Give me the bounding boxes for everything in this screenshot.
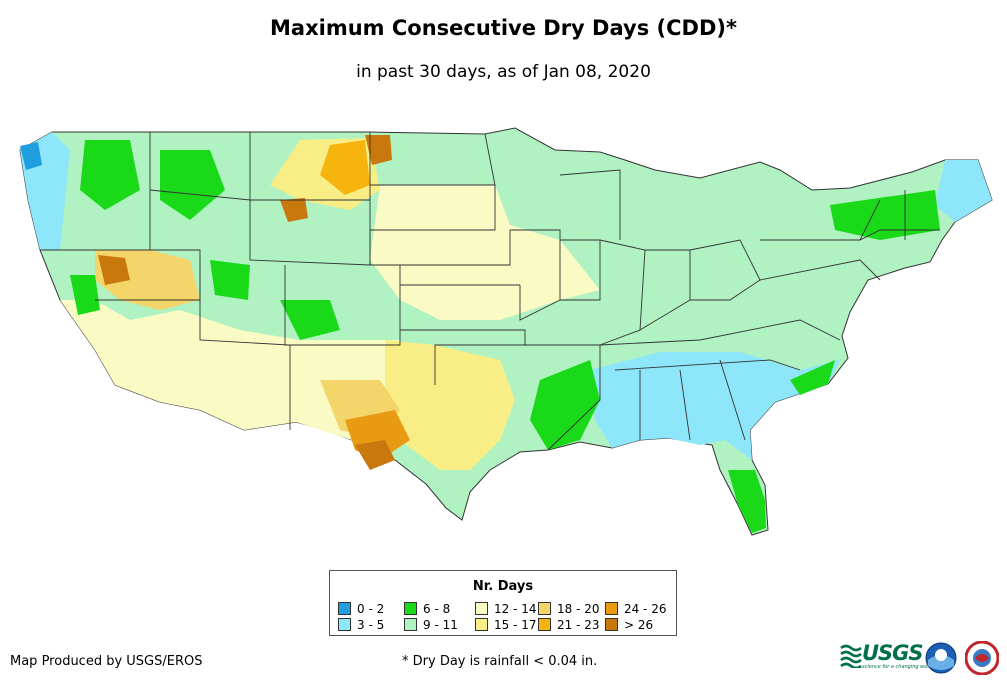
region-3-5-ne	[935, 160, 992, 222]
legend-item: > 26	[605, 618, 653, 632]
producer-credit: Map Produced by USGS/EROS	[10, 654, 203, 669]
legend-swatch	[605, 602, 618, 615]
region-gt26-nv	[98, 255, 130, 285]
legend-item: 12 - 14	[475, 602, 537, 616]
legend-swatch	[538, 618, 551, 631]
region-3-5	[590, 352, 840, 460]
legend-swatch	[605, 618, 618, 631]
region-gt26-wy	[280, 198, 308, 222]
dry-day-footnote: * Dry Day is rainfall < 0.04 in.	[402, 654, 598, 669]
legend-swatch	[538, 602, 551, 615]
region-6-8-carolina	[790, 360, 835, 395]
region-6-8-west-3	[280, 300, 340, 340]
noaa-logo-icon	[925, 642, 957, 674]
legend-box: Nr. Days 0 - 2 3 - 5 6 - 8 9 - 11 12 - 1…	[329, 570, 677, 636]
legend-swatch	[404, 618, 417, 631]
region-6-8-west-4	[70, 275, 100, 315]
map-subtitle: in past 30 days, as of Jan 08, 2020	[356, 62, 651, 82]
map-title: Maximum Consecutive Dry Days (CDD)*	[270, 16, 737, 40]
usgs-logo-icon	[840, 644, 862, 668]
legend-swatch	[475, 602, 488, 615]
legend-item: 9 - 11	[404, 618, 458, 632]
legend-item: 6 - 8	[404, 602, 450, 616]
us-cdd-map	[19, 127, 993, 536]
legend-swatch	[404, 602, 417, 615]
legend-item: 0 - 2	[338, 602, 384, 616]
legend-item: 3 - 5	[338, 618, 384, 632]
region-6-8-west-5	[210, 260, 250, 300]
legend-swatch	[338, 602, 351, 615]
region-21-23	[320, 140, 370, 195]
region-gt26	[355, 440, 395, 470]
legend-item: 18 - 20	[538, 602, 600, 616]
region-gt26-mt	[365, 135, 392, 165]
legend-swatch	[475, 618, 488, 631]
legend-swatch	[338, 618, 351, 631]
state-boundaries	[40, 132, 940, 451]
region-15-17	[385, 340, 515, 470]
legend-item: 24 - 26	[605, 602, 667, 616]
region-6-8-west-1	[80, 140, 140, 210]
legend-item: 21 - 23	[538, 618, 600, 632]
legend-item: 15 - 17	[475, 618, 537, 632]
region-12-14-plains	[370, 185, 600, 320]
region-0-2	[20, 142, 42, 170]
region-12-14	[60, 300, 400, 440]
usgs-tagline: science for a changing world	[862, 664, 934, 670]
usgs-wordmark: USGS	[862, 641, 924, 665]
region-6-8-new-england	[830, 190, 940, 240]
legend-title: Nr. Days	[472, 579, 534, 594]
region-6-8-lower-ms	[530, 360, 600, 450]
nws-logo-icon	[965, 641, 999, 675]
region-6-8-florida	[728, 470, 766, 533]
agency-logos: USGS science for a changing world	[840, 640, 1002, 676]
region-6-8-west-2	[160, 150, 225, 220]
